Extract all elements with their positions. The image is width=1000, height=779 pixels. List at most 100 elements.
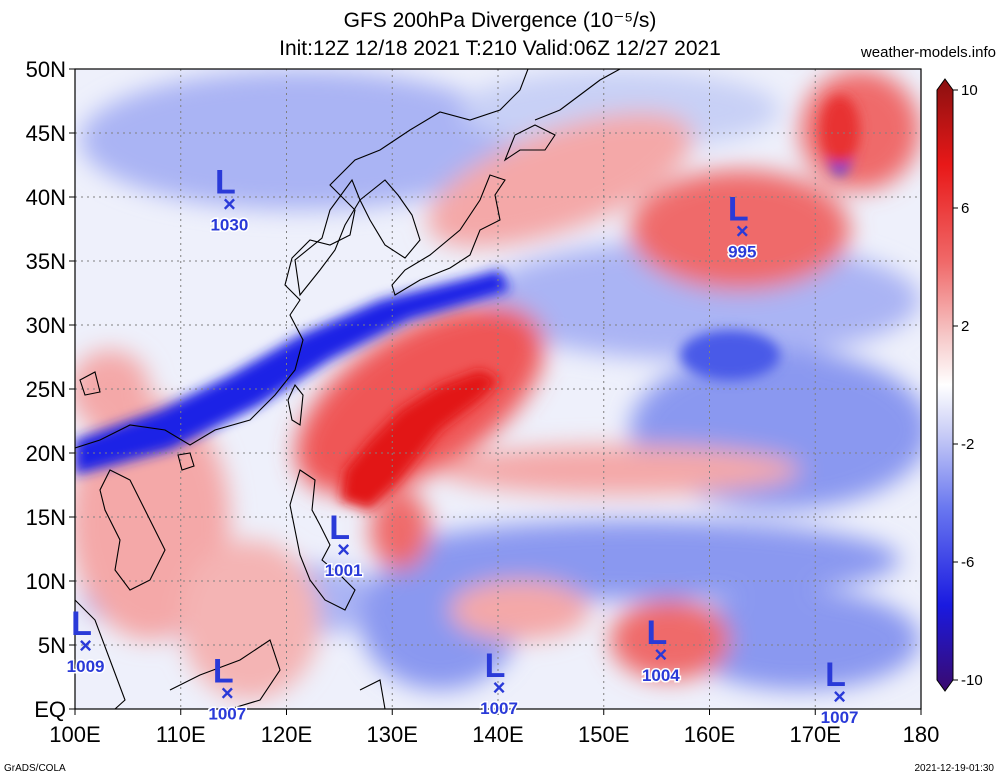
chart-subtitle: Init:12Z 12/18 2021 T:210 Valid:06Z 12/2… [279, 37, 721, 60]
low-center-marker: × [654, 642, 667, 667]
colorbar-tick-label: -2 [961, 436, 974, 453]
colorbar-ticks: 10 6 2 -2 -6 -10 [953, 82, 983, 689]
field-patch-neg-se [680, 590, 920, 690]
low-center-marker: × [736, 218, 749, 243]
lat-tick-label: 10N [26, 569, 66, 594]
lon-tick-label: 140E [472, 722, 523, 747]
field-patch-neg-south [380, 520, 900, 600]
colorbar-tick-label: 10 [961, 82, 978, 99]
lon-tick-label: 110E [156, 722, 206, 747]
low-center-marker: × [337, 537, 350, 562]
low-pressure-value: 1007 [480, 699, 518, 718]
lon-tick-label: 160E [684, 722, 735, 747]
low-center: L×1030 [209, 163, 250, 236]
japan-honshu-coastline [391, 174, 506, 296]
field-patch-pos-far-west [75, 350, 150, 430]
lat-tick-label: 30N [26, 313, 66, 338]
low-pressure-value: 1007 [821, 708, 859, 727]
field-patch-pos-s [450, 580, 590, 640]
low-symbol: L [213, 652, 234, 690]
sulawesi-coastline [359, 679, 386, 709]
low-center: L×1009 [65, 605, 106, 678]
lon-tick-label: 180 [903, 722, 940, 747]
field-positive-core [340, 370, 500, 510]
lat-tick-label: 45N [26, 121, 66, 146]
gridlines [75, 69, 921, 709]
lon-tick-label: 100E [49, 722, 100, 747]
lat-tick-label: 40N [26, 185, 66, 210]
field-patch-neg-sc [360, 550, 520, 690]
field-patch-strong-pos-ne [820, 95, 860, 165]
field-patch-neg-ne [460, 70, 780, 150]
colorbar-tick-label: -6 [961, 554, 974, 571]
lat-tick-label: EQ [34, 697, 66, 722]
field-patch-pos-1004 [610, 600, 730, 680]
japan-hokkaido-coastline [503, 124, 556, 162]
lat-tick-label: 5N [38, 633, 66, 658]
lat-tick-label: 50N [26, 57, 66, 82]
low-symbol: L [215, 163, 236, 201]
site-credit: weather-models.info [860, 44, 996, 61]
field-patch-pos-east-low [630, 170, 850, 290]
low-center: L×1007 [819, 656, 860, 729]
low-pressure-value: 1030 [210, 215, 248, 234]
colorbar-bar [936, 78, 954, 692]
low-pressure-value: 995 [728, 242, 756, 261]
low-center: L×995 [727, 190, 758, 263]
low-pressure-value: 1007 [208, 704, 246, 723]
field-patch-pos-sw [180, 540, 320, 700]
low-center-marker: × [833, 684, 846, 709]
field-patch-strong-neg-east [680, 330, 780, 380]
kuril-islands [534, 69, 621, 121]
low-center: L×1004 [640, 614, 681, 687]
low-center: L×1007 [479, 647, 520, 720]
field-patch-pos-band [440, 445, 800, 495]
lat-tick-label: 15N [26, 505, 66, 530]
generation-timestamp: 2021-12-19-01:30 [914, 763, 994, 774]
lon-tick-label: 130E [367, 722, 418, 747]
philippines-coastline [289, 469, 356, 611]
asia-coastline [75, 69, 529, 449]
hainan-coastline [177, 452, 195, 471]
divergence-field [75, 69, 921, 709]
shandong-coast [294, 178, 361, 297]
far-west-island [79, 371, 101, 396]
colorbar-tick-label: 6 [961, 200, 969, 217]
low-symbol: L [646, 614, 667, 652]
field-patch-neg-north [80, 70, 520, 210]
lon-tick-label: 120E [261, 722, 312, 747]
software-credit: GrADS/COLA [4, 763, 66, 774]
lon-tick-label: 150E [578, 722, 629, 747]
latitude-labels: 50N 45N 40N 35N 30N 25N 20N 15N 10N 5N EQ [26, 57, 75, 722]
low-center-marker: × [493, 675, 506, 700]
taiwan-coastline [287, 383, 304, 426]
low-center-marker: × [221, 680, 234, 705]
low-center: L×1007 [207, 652, 248, 725]
low-pressure-value: 1009 [67, 657, 105, 676]
low-symbol: L [71, 605, 92, 643]
indochina-coastline [99, 469, 166, 591]
low-symbol: L [329, 509, 350, 547]
low-center-marker: × [79, 633, 92, 658]
low-pressure-value: 1001 [325, 561, 363, 580]
colorbar-tick-label: 2 [961, 318, 969, 335]
borneo-coastline [169, 639, 281, 709]
colorbar-tick-label: -10 [961, 672, 983, 689]
longitude-labels: 100E 110E 120E 130E 140E 150E 160E 170E 180 [49, 709, 939, 747]
low-symbol: L [825, 656, 846, 694]
lat-tick-label: 20N [26, 441, 66, 466]
lat-tick-label: 25N [26, 377, 66, 402]
low-center-marker: × [223, 191, 236, 216]
low-center: L×1001 [323, 509, 364, 582]
colorbar: 10 6 2 -2 -6 -10 [936, 78, 983, 692]
low-symbol: L [728, 190, 749, 228]
field-patch-pos-phil [370, 490, 430, 570]
coastlines [75, 69, 621, 709]
low-symbol: L [485, 647, 506, 685]
field-patch-pos-japan [427, 112, 693, 248]
low-pressure-value: 1004 [642, 666, 680, 685]
malay-coastline [75, 599, 126, 709]
chart-title: GFS 200hPa Divergence (10⁻⁵/s) [343, 9, 657, 32]
